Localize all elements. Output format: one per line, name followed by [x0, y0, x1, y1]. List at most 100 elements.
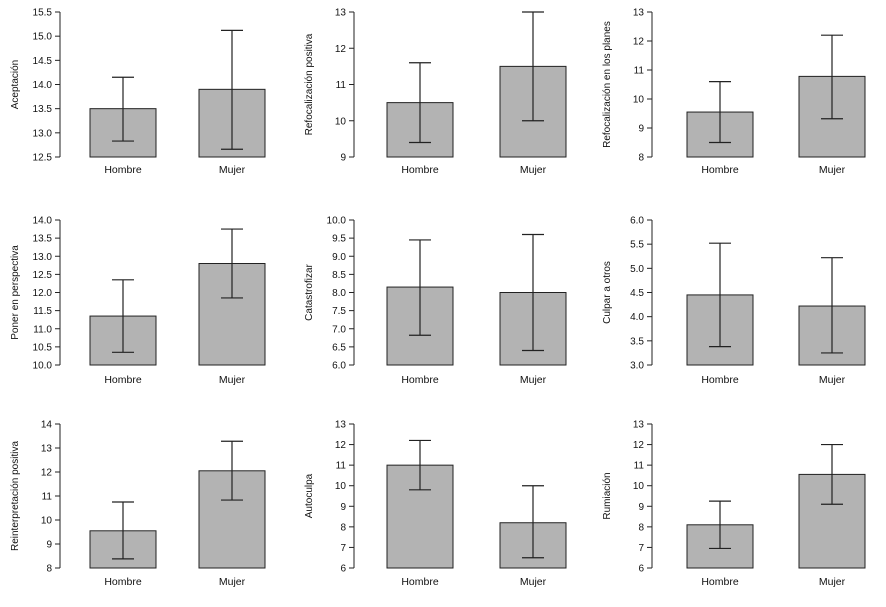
chart-5-ylabel: Catastrofizar	[304, 263, 315, 320]
chart-7-ytick-label: 13	[41, 444, 53, 455]
chart-8-ytick-label: 9	[340, 502, 346, 513]
chart-5-errorbar-mujer	[522, 233, 544, 352]
chart-8-errorbar-mujer	[522, 485, 544, 559]
chart-8-xtick-label: Hombre	[401, 576, 439, 588]
chart-5-ytick-label: 8.5	[332, 270, 346, 281]
chart-6-ytick-label: 3.0	[630, 361, 644, 372]
chart-8-errorbar-hombre	[409, 439, 431, 491]
chart-7-ytick-label: 8	[46, 564, 52, 575]
chart-4-xtick-label: Mujer	[219, 374, 246, 386]
chart-9-ytick-label: 8	[638, 522, 644, 533]
chart-3-ytick-label: 9	[638, 124, 644, 135]
chart-5-errorbar-hombre	[409, 239, 431, 336]
chart-3-xtick-label: Mujer	[819, 164, 846, 176]
chart-4-ytick-label: 12.5	[33, 270, 53, 281]
chart-2-ytick-label: 10	[335, 116, 347, 127]
chart-8-ytick-label: 10	[335, 481, 347, 492]
chart-2-panel: 9 10 11 12 13 Refocalización positiva Hombre Mu…	[304, 8, 567, 176]
chart-4-ytick-label: 14.0	[33, 216, 53, 227]
chart-7-ytick-label: 14	[41, 420, 53, 431]
chart-1-ytick-label: 15.0	[33, 32, 53, 43]
chart-4-xtick-label: Hombre	[104, 374, 142, 386]
chart-9-xtick-label: Mujer	[819, 576, 846, 588]
chart-9-ylabel: Rumiación	[602, 472, 613, 519]
chart-4-ytick-label: 11.5	[33, 306, 52, 317]
chart-7-ylabel: Reinterpretación positiva	[10, 441, 21, 551]
chart-7-panel: 8 9 10 11 12 13 14 Reinterpretación positiva Hom…	[10, 420, 266, 588]
chart-2-ytick-label: 13	[335, 8, 347, 19]
chart-5-ytick-label: 7.5	[332, 306, 346, 317]
chart-9-bar-mujer	[798, 473, 866, 569]
chart-8-xtick-label: Mujer	[520, 576, 547, 588]
chart-9-panel: 6 7 8 9 10 11 12 13 Rumiación Hombre Mujer	[602, 420, 866, 588]
chart-3-ylabel: Refocalización en los planes	[602, 21, 613, 148]
chart-3-ytick-label: 12	[633, 37, 645, 48]
chart-6-errorbar-hombre	[709, 242, 731, 348]
chart-1-ytick-label: 12.5	[33, 153, 53, 164]
chart-6-ytick-label: 6.0	[630, 216, 644, 227]
chart-2-errorbar-hombre	[409, 62, 431, 144]
chart-8-ytick-label: 6	[340, 564, 346, 575]
chart-4-ytick-label: 13.0	[33, 252, 53, 263]
chart-5-ytick-label: 10.0	[327, 216, 347, 227]
chart-5-xtick-label: Mujer	[520, 374, 547, 386]
chart-6-ytick-label: 5.0	[630, 264, 644, 275]
chart-7-xtick-label: Mujer	[219, 576, 246, 588]
chart-2-ytick-label: 12	[335, 44, 347, 55]
chart-1-ytick-label: 14.5	[33, 56, 53, 67]
chart-8-ytick-label: 11	[336, 461, 347, 472]
chart-3-ytick-label: 13	[633, 8, 645, 19]
chart-4-ytick-label: 13.5	[33, 234, 53, 245]
chart-6-ylabel: Culpar a otros	[602, 261, 613, 324]
chart-3-errorbar-hombre	[709, 80, 731, 144]
chart-1-ytick-label: 15.5	[33, 8, 53, 19]
chart-9-ytick-label: 10	[633, 481, 645, 492]
chart-9-ytick-label: 11	[634, 461, 645, 472]
chart-1-xtick-label: Hombre	[104, 164, 142, 176]
chart-4-ytick-label: 12.0	[33, 288, 53, 299]
chart-1-xtick-label: Mujer	[219, 164, 246, 176]
chart-6-ytick-label: 5.5	[630, 240, 644, 251]
chart-9-ytick-label: 13	[633, 420, 645, 431]
chart-5-ytick-label: 7.0	[332, 324, 346, 335]
chart-8-panel: 6 7 8 9 10 11 12 13 Autoculpa Hombre Mujer	[304, 420, 567, 588]
chart-4-panel: 10.0 10.5 11.0 11.5 12.0 12.5 13.0 13.5 14.0 Pone…	[10, 216, 266, 386]
chart-5-ytick-label: 9.0	[332, 252, 346, 263]
chart-8-ytick-label: 13	[335, 420, 347, 431]
chart-3-ytick-label: 10	[633, 95, 645, 106]
chart-3-ytick-label: 11	[634, 66, 645, 77]
chart-2-ylabel: Refocalización positiva	[304, 33, 315, 135]
chart-5-ytick-label: 8.0	[332, 288, 346, 299]
chart-2-ytick-label: 9	[340, 153, 346, 164]
chart-8-ytick-label: 12	[335, 440, 347, 451]
chart-2-ytick-label: 11	[336, 80, 347, 91]
chart-7-errorbar-hombre	[112, 501, 134, 560]
chart-8-ytick-label: 8	[340, 522, 346, 533]
chart-6-ytick-label: 4.0	[630, 312, 644, 323]
chart-7-ytick-label: 12	[41, 468, 53, 479]
chart-6-panel: 3.0 3.5 4.0 4.5 5.0 5.5 6.0 Culpar a otros Hombr…	[602, 216, 866, 386]
chart-9-ytick-label: 6	[638, 564, 644, 575]
chart-6-ytick-label: 4.5	[630, 288, 644, 299]
chart-3-xtick-label: Hombre	[701, 164, 739, 176]
chart-6-errorbar-mujer	[821, 257, 843, 354]
chart-6-ytick-label: 3.5	[630, 336, 644, 347]
chart-1-ytick-label: 14.0	[33, 80, 53, 91]
chart-6-xtick-label: Hombre	[701, 374, 739, 386]
chart-1-ytick-label: 13.5	[33, 104, 53, 115]
chart-1-errorbar-hombre	[112, 76, 134, 142]
chart-4-ytick-label: 10.0	[33, 361, 53, 372]
chart-5-ytick-label: 6.5	[332, 342, 346, 353]
chart-5-ytick-label: 6.0	[332, 361, 346, 372]
chart-1-panel: 12.5 13.0 13.5 14.0 14.5 15.0 15.5 Aceptación Ho…	[10, 8, 266, 176]
chart-4-ylabel: Poner en perspectiva	[10, 245, 21, 340]
chart-7-xtick-label: Hombre	[104, 576, 142, 588]
chart-6-xtick-label: Mujer	[819, 374, 846, 386]
chart-7-errorbar-mujer	[221, 440, 243, 501]
chart-4-errorbar-hombre	[112, 279, 134, 353]
chart-3-panel: 8 9 10 11 12 13 Refocalización en los planes Ho…	[602, 8, 866, 176]
chart-8-ylabel: Autoculpa	[304, 473, 315, 518]
chart-7-ytick-label: 11	[42, 492, 53, 503]
